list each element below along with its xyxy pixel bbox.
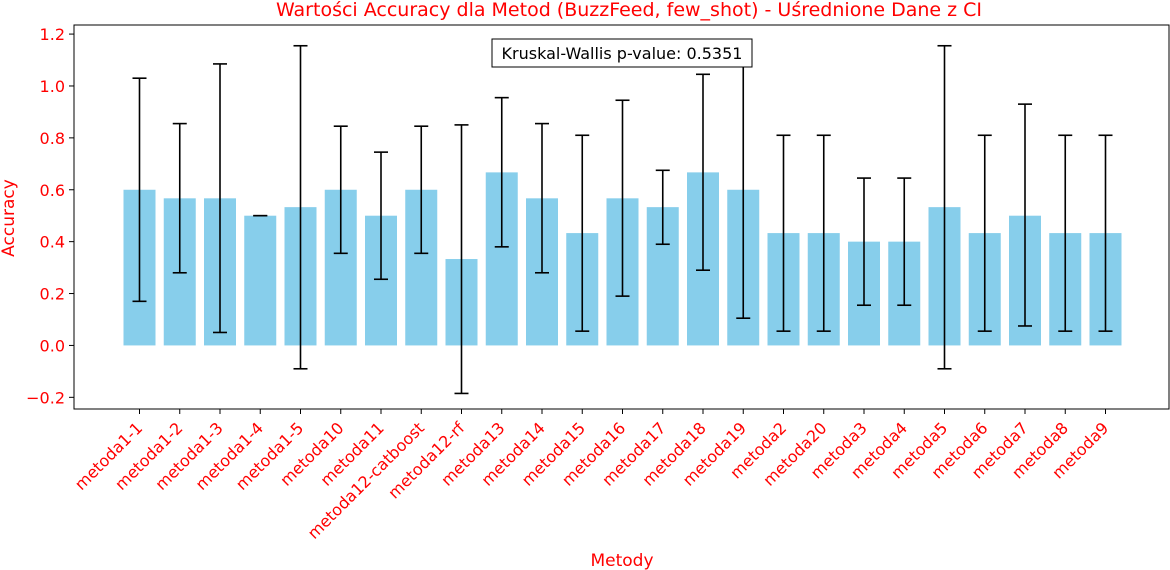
- error-bar-metoda7: [1018, 103, 1032, 327]
- error-bar-metoda12-catboost: [414, 125, 429, 255]
- error-bar-metoda16: [615, 99, 630, 297]
- y-tick-label: 0.6: [40, 181, 65, 200]
- error-bar-metoda9: [1098, 134, 1113, 332]
- y-tick-label: 0.0: [40, 336, 65, 355]
- y-axis-label: Accuracy: [0, 179, 19, 257]
- error-bar-metoda5: [937, 44, 952, 370]
- error-bar-metoda15: [575, 134, 590, 332]
- error-bar-metoda6: [977, 134, 992, 332]
- y-tick-label: 0.2: [40, 285, 65, 304]
- error-bar-metoda3: [857, 177, 871, 307]
- error-bar-metoda4: [897, 177, 912, 307]
- plot-frame: [73, 24, 1170, 410]
- error-bar-metoda8: [1058, 134, 1073, 332]
- y-tick-label: 1.0: [40, 77, 65, 96]
- chart-title: Wartości Accuracy dla Metod (BuzzFeed, f…: [276, 0, 982, 21]
- error-bar-metoda12-rf: [454, 124, 469, 395]
- x-axis: metoda1-1metoda1-2metoda1-3metoda1-4meto…: [71, 409, 1112, 543]
- error-bar-metoda10: [333, 125, 348, 255]
- y-tick-label: 0.8: [40, 129, 65, 148]
- y-axis: −0.2 0.0 0.2 0.4 0.6 0.8 1.0 1.2: [26, 25, 74, 407]
- y-tick-label: 1.2: [40, 25, 65, 44]
- error-bar-metoda2: [776, 134, 791, 332]
- error-bar-metoda14: [535, 122, 549, 274]
- bar-metoda1-4: [244, 215, 277, 346]
- x-axis-label: Metody: [590, 551, 653, 570]
- p-value-box: Kruskal-Wallis p-value: 0.5351: [491, 38, 753, 68]
- error-bar-metoda1-2: [172, 122, 187, 274]
- error-bar-metoda1-3: [213, 63, 227, 334]
- error-bar-metoda11: [374, 151, 388, 281]
- error-bar-metoda20: [816, 134, 831, 332]
- error-bar-metoda18: [696, 73, 710, 271]
- error-bar-metoda1-5: [293, 44, 308, 370]
- error-bars-group: [132, 44, 1113, 395]
- p-value-text: Kruskal-Wallis p-value: 0.5351: [502, 44, 743, 63]
- y-tick-label: −0.2: [26, 388, 65, 407]
- error-bar-metoda13: [494, 96, 509, 248]
- y-tick-label: 0.4: [40, 233, 65, 252]
- error-bar-metoda1-1: [132, 77, 147, 303]
- error-bar-metoda17: [655, 169, 670, 246]
